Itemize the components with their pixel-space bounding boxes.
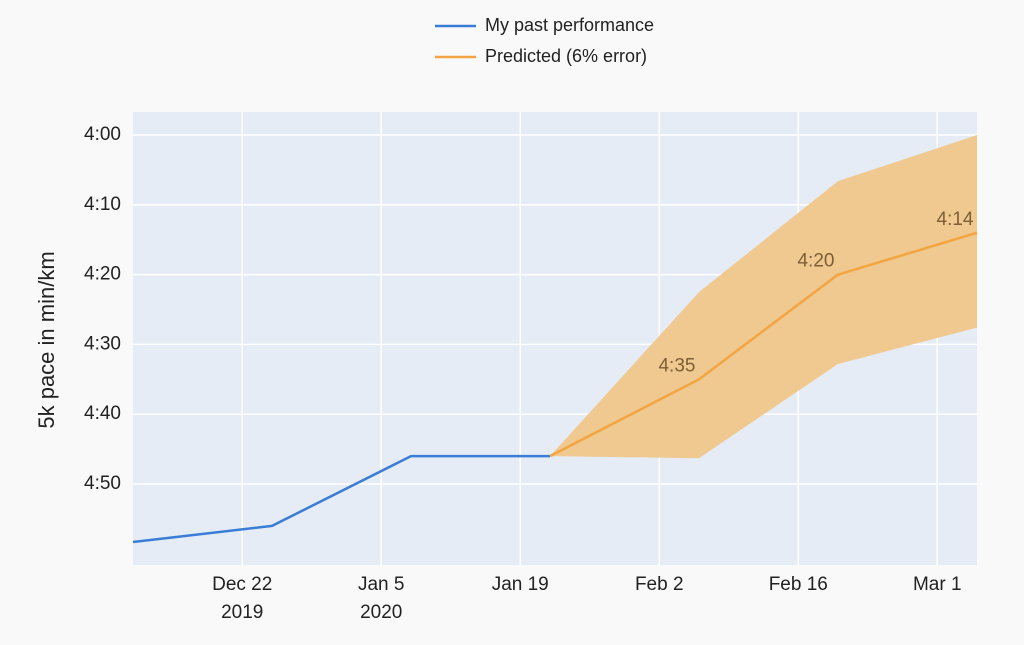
- y-tick-label: 4:00: [84, 124, 121, 145]
- x-tick-label: Jan 5 2020: [357, 574, 405, 623]
- legend-label: Predicted (6% error): [485, 46, 647, 66]
- data-label: 4:20: [797, 251, 834, 272]
- data-label: 4:14: [937, 209, 974, 230]
- legend-label: My past performance: [485, 15, 654, 35]
- x-tick-label: Feb 16: [768, 574, 828, 595]
- x-tick-label: Jan 19: [491, 574, 549, 595]
- error-band: [550, 135, 977, 459]
- y-tick-label: 4:20: [84, 264, 121, 285]
- series-line: [132, 454, 551, 544]
- series-line: [549, 231, 978, 458]
- y-tick-label: 4:30: [84, 333, 121, 354]
- x-tick-label: Mar 1: [912, 574, 962, 595]
- y-axis-title: 5k pace in min/km: [34, 251, 59, 428]
- y-tick-label: 4:50: [84, 473, 121, 494]
- data-label: 4:35: [658, 355, 695, 376]
- y-tick-label: 4:10: [84, 194, 121, 215]
- x-tick-label: Feb 2: [634, 574, 684, 595]
- y-tick-label: 4:40: [84, 403, 121, 424]
- x-tick-label: Dec 22 2019: [212, 574, 273, 623]
